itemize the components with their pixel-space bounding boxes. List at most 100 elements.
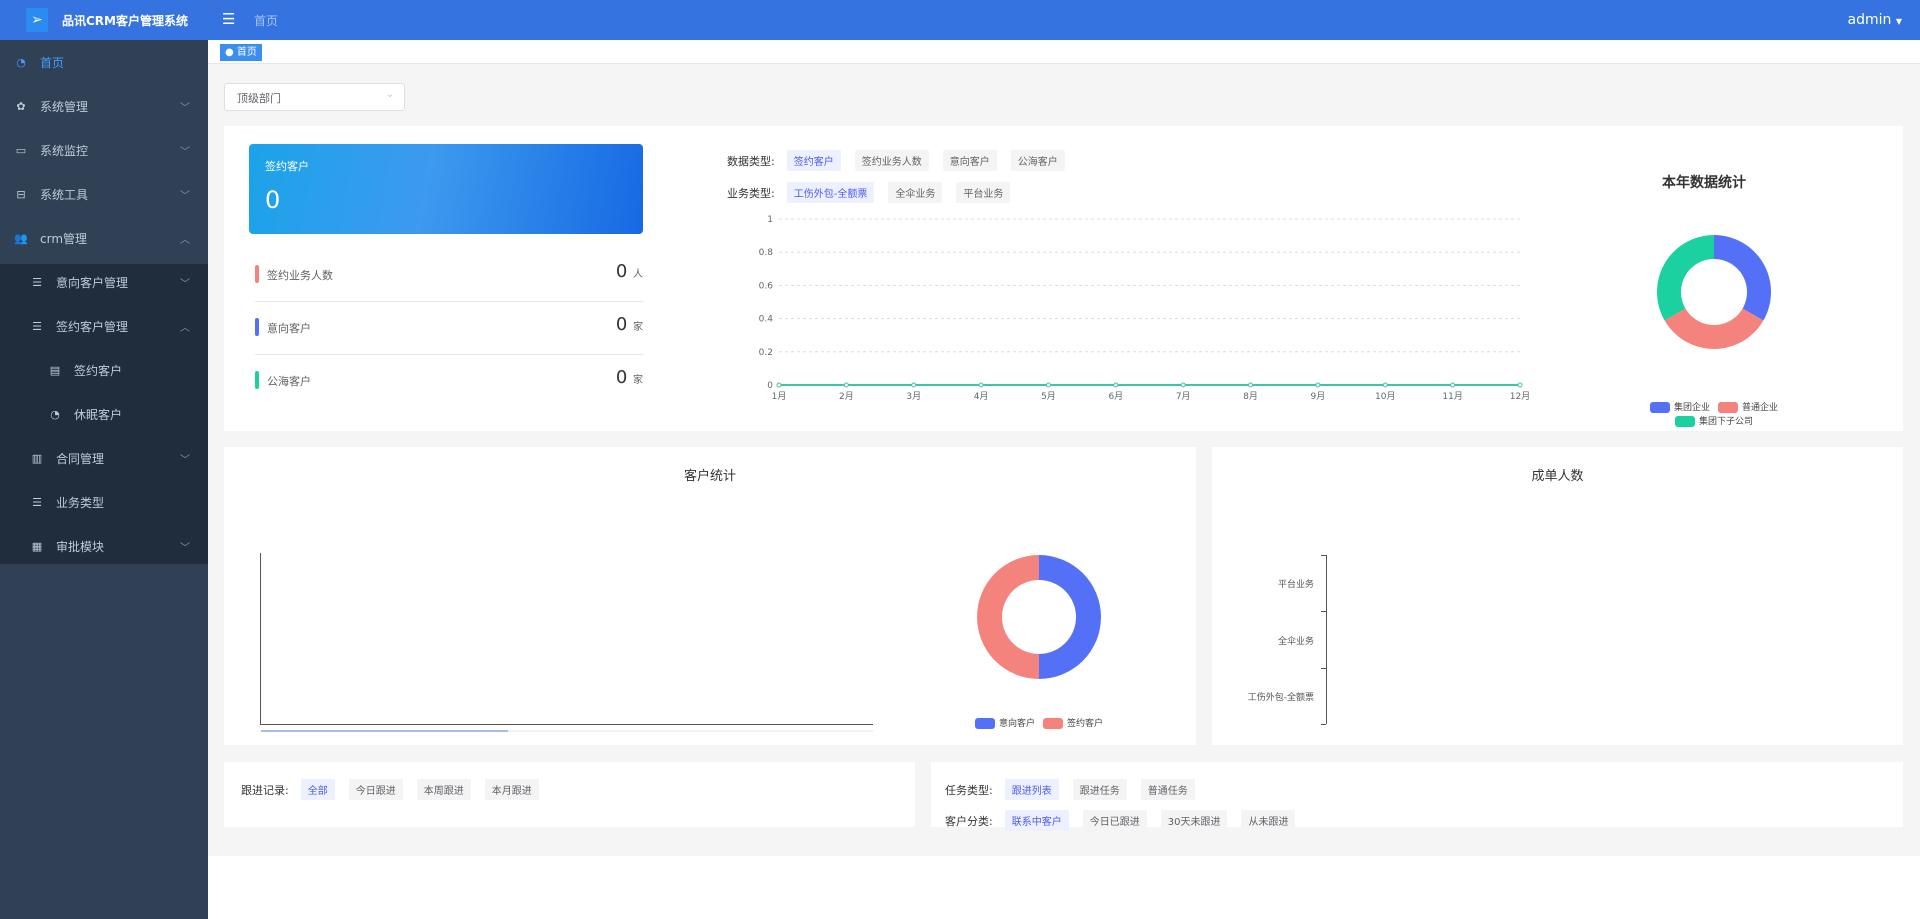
data-point[interactable]: [1045, 382, 1051, 388]
customer-stats-donut: [977, 555, 1101, 679]
sidebar-item-3[interactable]: ⊟ 系统工具 ﹀: [0, 172, 208, 216]
list-icon: ☰: [32, 495, 42, 509]
stat-label: 公海客户: [267, 375, 311, 388]
sidebar-item-9[interactable]: ▥ 合同管理 ﹀: [0, 436, 208, 480]
breadcrumb[interactable]: 首页: [254, 14, 279, 28]
filter-chip[interactable]: 跟进列表: [1004, 779, 1059, 800]
data-point[interactable]: [1450, 382, 1456, 388]
legend-swatch: [1718, 402, 1738, 413]
tag-dot-icon: ●: [225, 47, 234, 58]
sidebar-item-label: 业务类型: [56, 495, 105, 510]
y-tick-label: 0.8: [759, 248, 774, 258]
filter-chip[interactable]: 今日跟进: [348, 779, 403, 800]
filter-chip[interactable]: 从未跟进: [1241, 810, 1296, 831]
data-point[interactable]: [776, 382, 782, 388]
x-tick-label: 9月: [1311, 391, 1326, 402]
donut-slice-2[interactable]: [1657, 235, 1714, 321]
list-icon: ☰: [32, 319, 42, 333]
filter-chip[interactable]: 本月跟进: [484, 779, 539, 800]
filter-chip[interactable]: 跟进任务: [1072, 779, 1127, 800]
data-point[interactable]: [1180, 382, 1186, 388]
sidebar-item-4[interactable]: 👥 crm管理 ︿: [0, 216, 208, 260]
filter-chip[interactable]: 全部: [300, 779, 335, 800]
donut-slice-0[interactable]: [1039, 555, 1101, 679]
year-stats-title: 本年数据统计: [1662, 175, 1746, 191]
data-point[interactable]: [1382, 382, 1388, 388]
x-tick-label: 6月: [1108, 391, 1123, 402]
sidebar-item-1[interactable]: ✿ 系统管理 ﹀: [0, 84, 208, 128]
biz-type-filter: 业务类型: 工伤外包-全额票 全伞业务 平台业务: [727, 182, 1024, 203]
data-point[interactable]: [978, 382, 984, 388]
donut-slice-1[interactable]: [977, 555, 1039, 679]
y-tick-label: 0: [767, 381, 773, 391]
legend-item[interactable]: 意向客户: [974, 716, 1035, 729]
filter-chip[interactable]: 签约业务人数: [854, 150, 929, 171]
toolbox-icon: ⊟: [16, 187, 26, 201]
stat-unit: 家: [633, 322, 643, 333]
filter-chip[interactable]: 今日已跟进: [1082, 810, 1147, 831]
filter-chip[interactable]: 工伤外包-全额票: [786, 182, 875, 203]
sidebar-item-6[interactable]: ☰ 签约客户管理 ︿: [0, 304, 208, 348]
dept-select-value: 顶级部门: [237, 92, 281, 105]
y-tick: [1321, 611, 1326, 613]
x-tick-label: 3月: [906, 391, 921, 402]
donut-slice-0[interactable]: [1714, 235, 1771, 321]
tag-home[interactable]: ● 首页: [220, 44, 262, 61]
sidebar-item-10[interactable]: ☰ 业务类型: [0, 480, 208, 524]
filter-chip[interactable]: 全伞业务: [888, 182, 943, 203]
x-tick-label: 2月: [839, 391, 854, 402]
tasks-card: 任务类型: 跟进列表 跟进任务 普通任务 客户分类: 联系中客户 今日已跟进 30天未跟进从…: [931, 762, 1903, 831]
filter-chip[interactable]: 联系中客户: [1004, 810, 1069, 831]
filter-chip[interactable]: 公海客户: [1010, 150, 1065, 171]
legend-swatch: [1649, 402, 1670, 413]
legend-item[interactable]: 集团企业: [1649, 400, 1710, 413]
data-point[interactable]: [911, 382, 917, 388]
donut-slice-1[interactable]: [1664, 308, 1764, 350]
legend-item[interactable]: 集团下子公司: [1674, 414, 1753, 427]
data-point[interactable]: [1248, 382, 1254, 388]
legend-item[interactable]: 签约客户: [1043, 716, 1103, 729]
biz-type-label: 业务类型:: [727, 187, 775, 200]
sidebar-item-0[interactable]: ◔ 首页: [0, 40, 208, 84]
sidebar-item-label: 首页: [40, 55, 65, 70]
filter-chip[interactable]: 30天未跟进: [1160, 810, 1228, 831]
sidebar-item-8[interactable]: ◔ 休眠客户: [0, 392, 208, 436]
x-tick-label: 7月: [1176, 391, 1191, 402]
x-tick-label: 11月: [1442, 391, 1462, 402]
data-point[interactable]: [1113, 382, 1119, 388]
data-point[interactable]: [843, 382, 849, 388]
sidebar-item-7[interactable]: ▤ 签约客户: [0, 348, 208, 392]
filter-chip[interactable]: 本周跟进: [416, 779, 471, 800]
legend-item[interactable]: 普通企业: [1718, 400, 1778, 413]
hero-signed-customers[interactable]: 签约客户 0: [249, 144, 643, 234]
filter-chip[interactable]: 意向客户: [942, 150, 997, 171]
dept-select[interactable]: 顶级部门 ⌄: [224, 83, 405, 111]
chevron-down-icon: ﹀: [180, 190, 190, 202]
book-icon: ▥: [31, 451, 43, 465]
sidebar-item-label: 系统监控: [40, 143, 89, 158]
hamburger-icon[interactable]: ☰: [222, 10, 236, 28]
data-point[interactable]: [1517, 382, 1523, 388]
year-stats-donut: [1657, 235, 1771, 350]
caret-down-icon: ▼: [1895, 17, 1902, 26]
filter-chip[interactable]: 签约客户: [786, 150, 841, 171]
legend-swatch: [974, 718, 995, 729]
sidebar-item-2[interactable]: ▭ 系统监控 ﹀: [0, 128, 208, 172]
data-type-label: 数据类型:: [727, 155, 775, 168]
filter-chip[interactable]: 普通任务: [1140, 779, 1195, 800]
filter-chip[interactable]: 平台业务: [956, 182, 1011, 203]
user-menu[interactable]: admin ▼: [1848, 12, 1902, 28]
sidebar-item-11[interactable]: ▦ 审批模块 ﹀: [0, 524, 208, 568]
followup-card: 跟进记录: 全部 今日跟进 本周跟进 本月跟进: [224, 762, 915, 827]
legend-swatch: [1043, 718, 1063, 729]
data-point[interactable]: [1315, 382, 1321, 388]
deals-card: 成单人数 工伤外包-全额票 全伞业务 平台业务: [1212, 447, 1903, 745]
sidebar-item-5[interactable]: ☰ 意向客户管理 ﹀: [0, 260, 208, 304]
sidebar: ➢ 品讯CRM客户管理系统 ◔ 首页 ✿ 系统管理 ﹀ ▭ 系统监控 ﹀ ⊟ 系统工具 ﹀ 👥 crm管理…: [0, 0, 208, 919]
list-icon: ☰: [32, 275, 42, 289]
stat-value: 0: [615, 261, 628, 282]
scrollbar-thumb[interactable]: [261, 730, 508, 732]
chart-scrollbar[interactable]: [261, 730, 873, 732]
stat-row: 意向客户 0 家: [255, 314, 643, 340]
